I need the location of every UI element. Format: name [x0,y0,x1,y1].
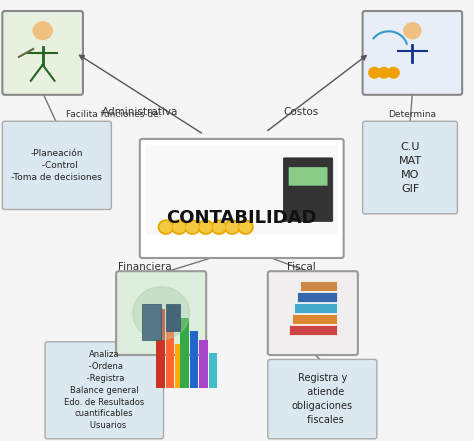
FancyBboxPatch shape [2,11,83,95]
FancyBboxPatch shape [268,271,358,355]
Text: Facilita funciones de:: Facilita funciones de: [66,110,162,119]
FancyBboxPatch shape [283,158,333,221]
Circle shape [33,22,52,40]
Bar [199,340,208,388]
Circle shape [160,222,172,232]
Circle shape [238,220,253,234]
FancyBboxPatch shape [363,11,462,95]
Text: CONTABILIDAD: CONTABILIDAD [166,209,317,227]
Text: Determina: Determina [388,110,437,119]
Circle shape [211,220,227,234]
FancyBboxPatch shape [45,342,164,439]
Bar [300,281,337,291]
Circle shape [198,220,213,234]
Text: Administrativa: Administrativa [101,108,178,117]
Circle shape [227,222,238,232]
Text: Registra y
  atiende
obligaciones
  fiscales: Registra y atiende obligaciones fiscales [292,373,353,425]
Bar [209,353,217,388]
Circle shape [133,287,190,340]
FancyBboxPatch shape [268,359,377,439]
Circle shape [187,222,198,232]
Circle shape [172,220,187,234]
Text: Analiza
 -Ordena
 -Registra
Balance general
Edo. de Resultados
cuantificables
  : Analiza -Ordena -Registra Balance genera… [64,351,145,430]
Circle shape [200,222,211,232]
Circle shape [213,222,225,232]
FancyBboxPatch shape [140,139,344,258]
Circle shape [185,220,200,234]
Circle shape [388,67,399,78]
Bar [166,326,174,388]
Circle shape [225,220,240,234]
Bar [297,292,337,302]
Circle shape [158,220,173,234]
Circle shape [240,222,251,232]
FancyBboxPatch shape [289,167,328,186]
Bar [294,303,337,313]
Bar [142,304,161,340]
Bar [292,314,337,324]
Bar [175,344,184,388]
Bar [166,304,180,331]
Bar [190,331,198,388]
Circle shape [404,23,421,39]
Text: Costos: Costos [283,108,319,117]
Text: C.U
MAT
MO
GIF: C.U MAT MO GIF [399,142,421,194]
Text: Financiera: Financiera [118,262,172,272]
Bar [180,318,189,388]
Circle shape [369,67,380,78]
Text: Fiscal: Fiscal [287,262,315,272]
Bar [156,309,165,388]
Text: -Planeación
  -Control
-Toma de decisiones: -Planeación -Control -Toma de decisiones [11,149,102,182]
Circle shape [378,67,390,78]
Circle shape [173,222,185,232]
FancyBboxPatch shape [2,121,111,209]
FancyBboxPatch shape [116,271,206,355]
Bar [289,325,337,335]
FancyBboxPatch shape [363,121,457,214]
FancyBboxPatch shape [146,145,337,235]
